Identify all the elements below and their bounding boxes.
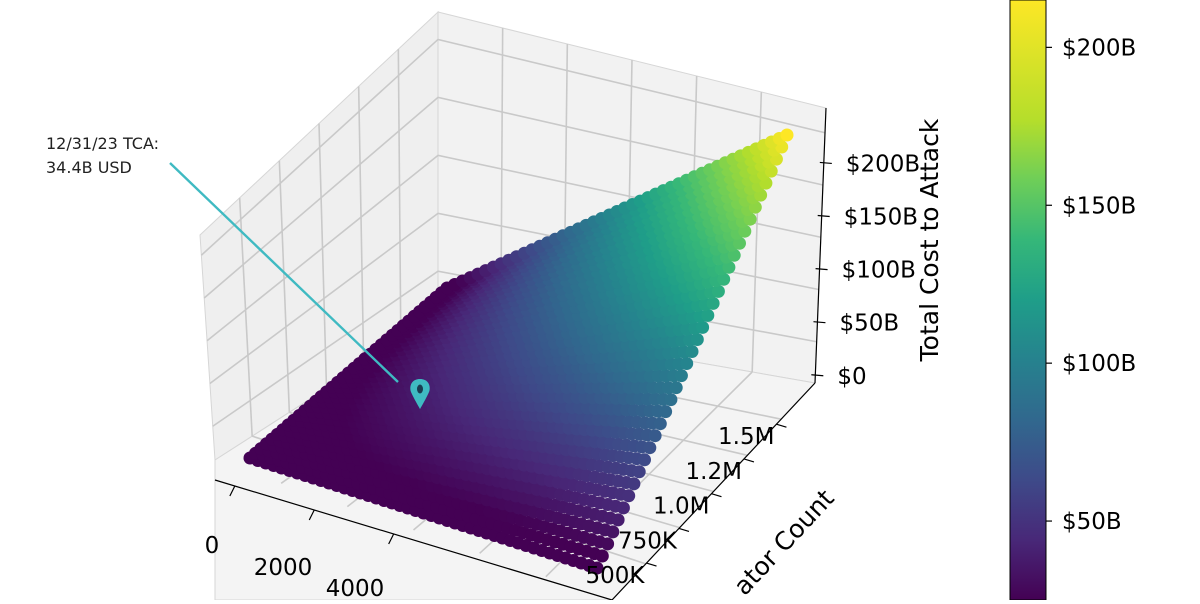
z-axis-label: Total Cost to Attack [915,118,944,362]
surface-point [696,320,710,334]
x-axis-ticks: 0 2000 4000 [205,485,395,602]
surface-point [717,272,731,286]
y-tick [678,527,690,532]
grid-line [357,86,365,365]
colorbar-tick-label: $150B [1062,193,1136,219]
z-tick [815,268,828,271]
surface-point [659,405,673,419]
y-axis-ticks: 500K 750K 1.0M 1.2M 1.5M [586,423,787,589]
annotation: 12/31/23 TCA: 34.4B USD [46,134,430,409]
z-tick [811,374,824,377]
y-tick [743,458,755,463]
y-axis-line [611,382,816,601]
surface-point [616,501,630,515]
y-tick-label: 750K [618,528,678,554]
surface-point [653,417,667,431]
surface-point [627,477,641,491]
annotation-leader-line [169,162,399,383]
surface-point [638,453,651,467]
grid-line [751,91,763,373]
surface-point [611,513,625,527]
z-tick [817,214,830,218]
surface-point [632,465,646,479]
y-tick [646,562,657,567]
surface-point [780,128,794,142]
surface-point [643,441,657,455]
z-tick-label: $150B [844,205,918,231]
surface-point [701,308,715,322]
x-tick [308,509,315,521]
surface-point [595,549,609,563]
surface-point [722,260,736,274]
surface-point [674,369,688,383]
annotation-line1: 12/31/23 TCA: [46,134,159,153]
surface-point [590,561,604,575]
z-tick-label: $100B [842,258,916,284]
surface-point [601,537,615,551]
z-axis-ticks: $0 $50B $100B $150B $200B [811,151,920,390]
surface-point [685,345,699,358]
surface-point [622,489,636,503]
surface-point [706,296,720,310]
surface-point [733,236,746,250]
data-surface [243,128,794,575]
grid-line [318,123,328,389]
surface-point [690,333,704,346]
z-tick-label: $0 [837,364,866,390]
grid-line [278,160,291,413]
colorbar-tick-label: $50B [1062,509,1122,535]
x-axis-line [214,479,613,601]
x-tick [229,485,236,497]
surface-point [727,248,741,262]
y-tick [776,423,787,428]
x-tick-label: 0 [205,533,220,559]
surface-point [606,525,620,539]
y-tick-label: 500K [586,563,646,589]
surface-point [648,429,662,443]
grid-line [397,49,402,341]
colorbar-ticks: $50B $100B $150B $200B [1046,35,1136,535]
y-tick-label: 1.5M [718,424,774,450]
x-tick-label: 2000 [254,555,313,581]
x-tick-label: 4000 [326,576,385,600]
grid-line [200,38,826,256]
colorbar-tick-label: $100B [1062,351,1136,377]
surface-point [680,357,694,370]
location-pin-icon [410,379,430,409]
grid-line [238,197,253,437]
surface-point [711,284,725,298]
z-tick-label: $200B [846,151,920,177]
y-tick-label: 1.2M [686,459,742,485]
annotation-line2: 34.4B USD [46,158,132,177]
grid-line [203,96,824,299]
surface-point [669,381,683,395]
x-tick [388,533,395,545]
z-axis-line [814,107,827,384]
z-tick [819,161,832,165]
y-axis-label: ator Count [728,484,840,600]
y-tick-label: 1.0M [653,494,709,520]
y-tick [711,493,722,498]
z-tick [813,321,826,324]
surface-point [664,393,678,407]
z-tick-label: $50B [839,311,899,337]
colorbar [1009,0,1047,601]
colorbar-tick-label: $200B [1062,35,1136,61]
